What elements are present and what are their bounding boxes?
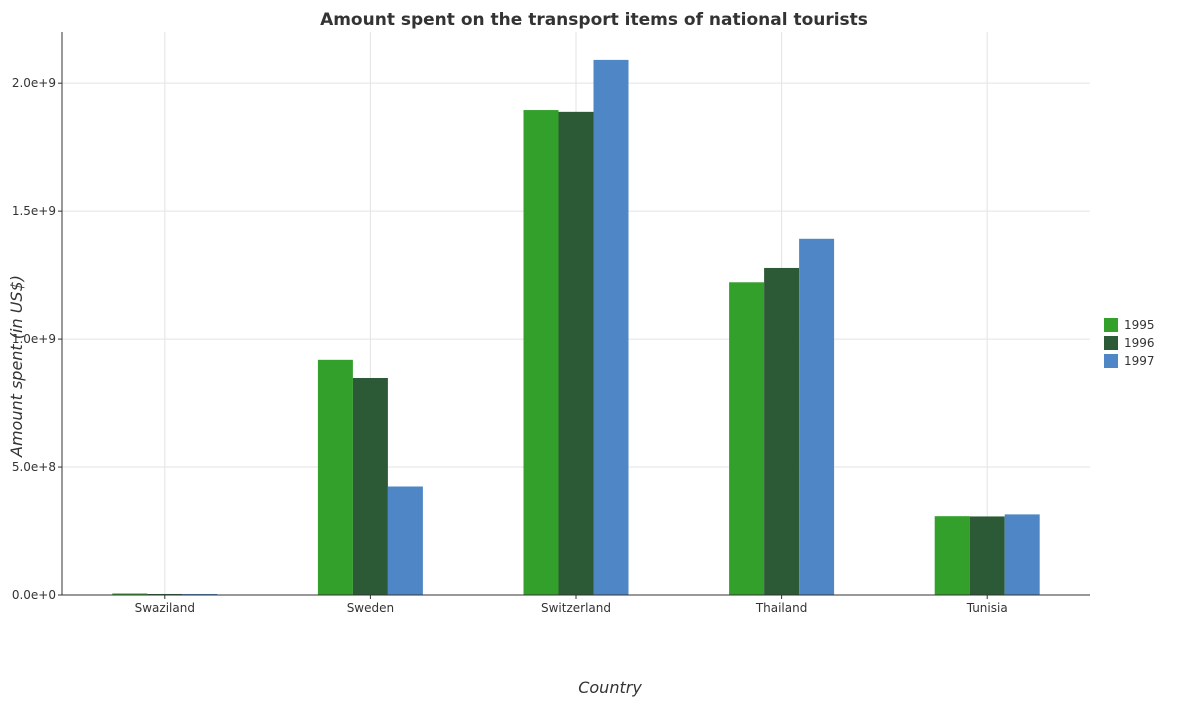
bar-thailand-1995 xyxy=(729,282,765,595)
bar-switzerland-1996 xyxy=(558,111,594,596)
bar-switzerland-1997 xyxy=(593,59,629,595)
bar-tunisia-1997 xyxy=(1004,514,1040,595)
legend-swatch-1996 xyxy=(1104,336,1118,350)
y-tick-label: 0.0e+0 xyxy=(12,588,56,602)
axes: 0.0e+0 5.0e+8 1.0e+9 1.5e+9 2.0e+9 Swaziland S… xyxy=(12,32,1090,615)
bar-thailand-1997 xyxy=(799,238,835,596)
x-axis-label: Country xyxy=(578,678,642,697)
legend-label-1996: 1996 xyxy=(1124,336,1155,350)
bar-swaziland-1995 xyxy=(112,593,148,595)
legend-swatch-1995 xyxy=(1104,318,1118,332)
y-tick-label: 2.0e+9 xyxy=(12,76,56,90)
legend: 1995 1996 1997 xyxy=(1104,318,1155,368)
bar-switzerland-1995 xyxy=(523,110,559,595)
x-tick-label: Thailand xyxy=(755,601,808,615)
legend-label-1995: 1995 xyxy=(1124,318,1155,332)
bar-sweden-1997 xyxy=(387,486,423,595)
x-tick-label: Tunisia xyxy=(966,601,1008,615)
y-axis-label: Amount spent (in US$) xyxy=(7,275,26,458)
y-tick-label: 5.0e+8 xyxy=(12,460,56,474)
x-tick-label: Sweden xyxy=(347,601,394,615)
x-tick-label: Swaziland xyxy=(135,601,195,615)
x-tick-label: Switzerland xyxy=(541,601,611,615)
bar-thailand-1996 xyxy=(764,267,800,595)
bar-swaziland-1996 xyxy=(147,593,183,595)
y-tick-label: 1.0e+9 xyxy=(12,332,56,346)
bars xyxy=(112,59,1040,596)
bar-sweden-1996 xyxy=(352,377,388,595)
y-tick-label: 1.5e+9 xyxy=(12,204,56,218)
legend-label-1997: 1997 xyxy=(1124,354,1155,368)
bar-swaziland-1997 xyxy=(182,593,218,595)
chart-title: Amount spent on the transport items of n… xyxy=(320,10,868,30)
bar-sweden-1995 xyxy=(317,359,353,595)
legend-swatch-1997 xyxy=(1104,354,1118,368)
bar-tunisia-1995 xyxy=(934,516,970,595)
bar-tunisia-1996 xyxy=(969,516,1005,595)
